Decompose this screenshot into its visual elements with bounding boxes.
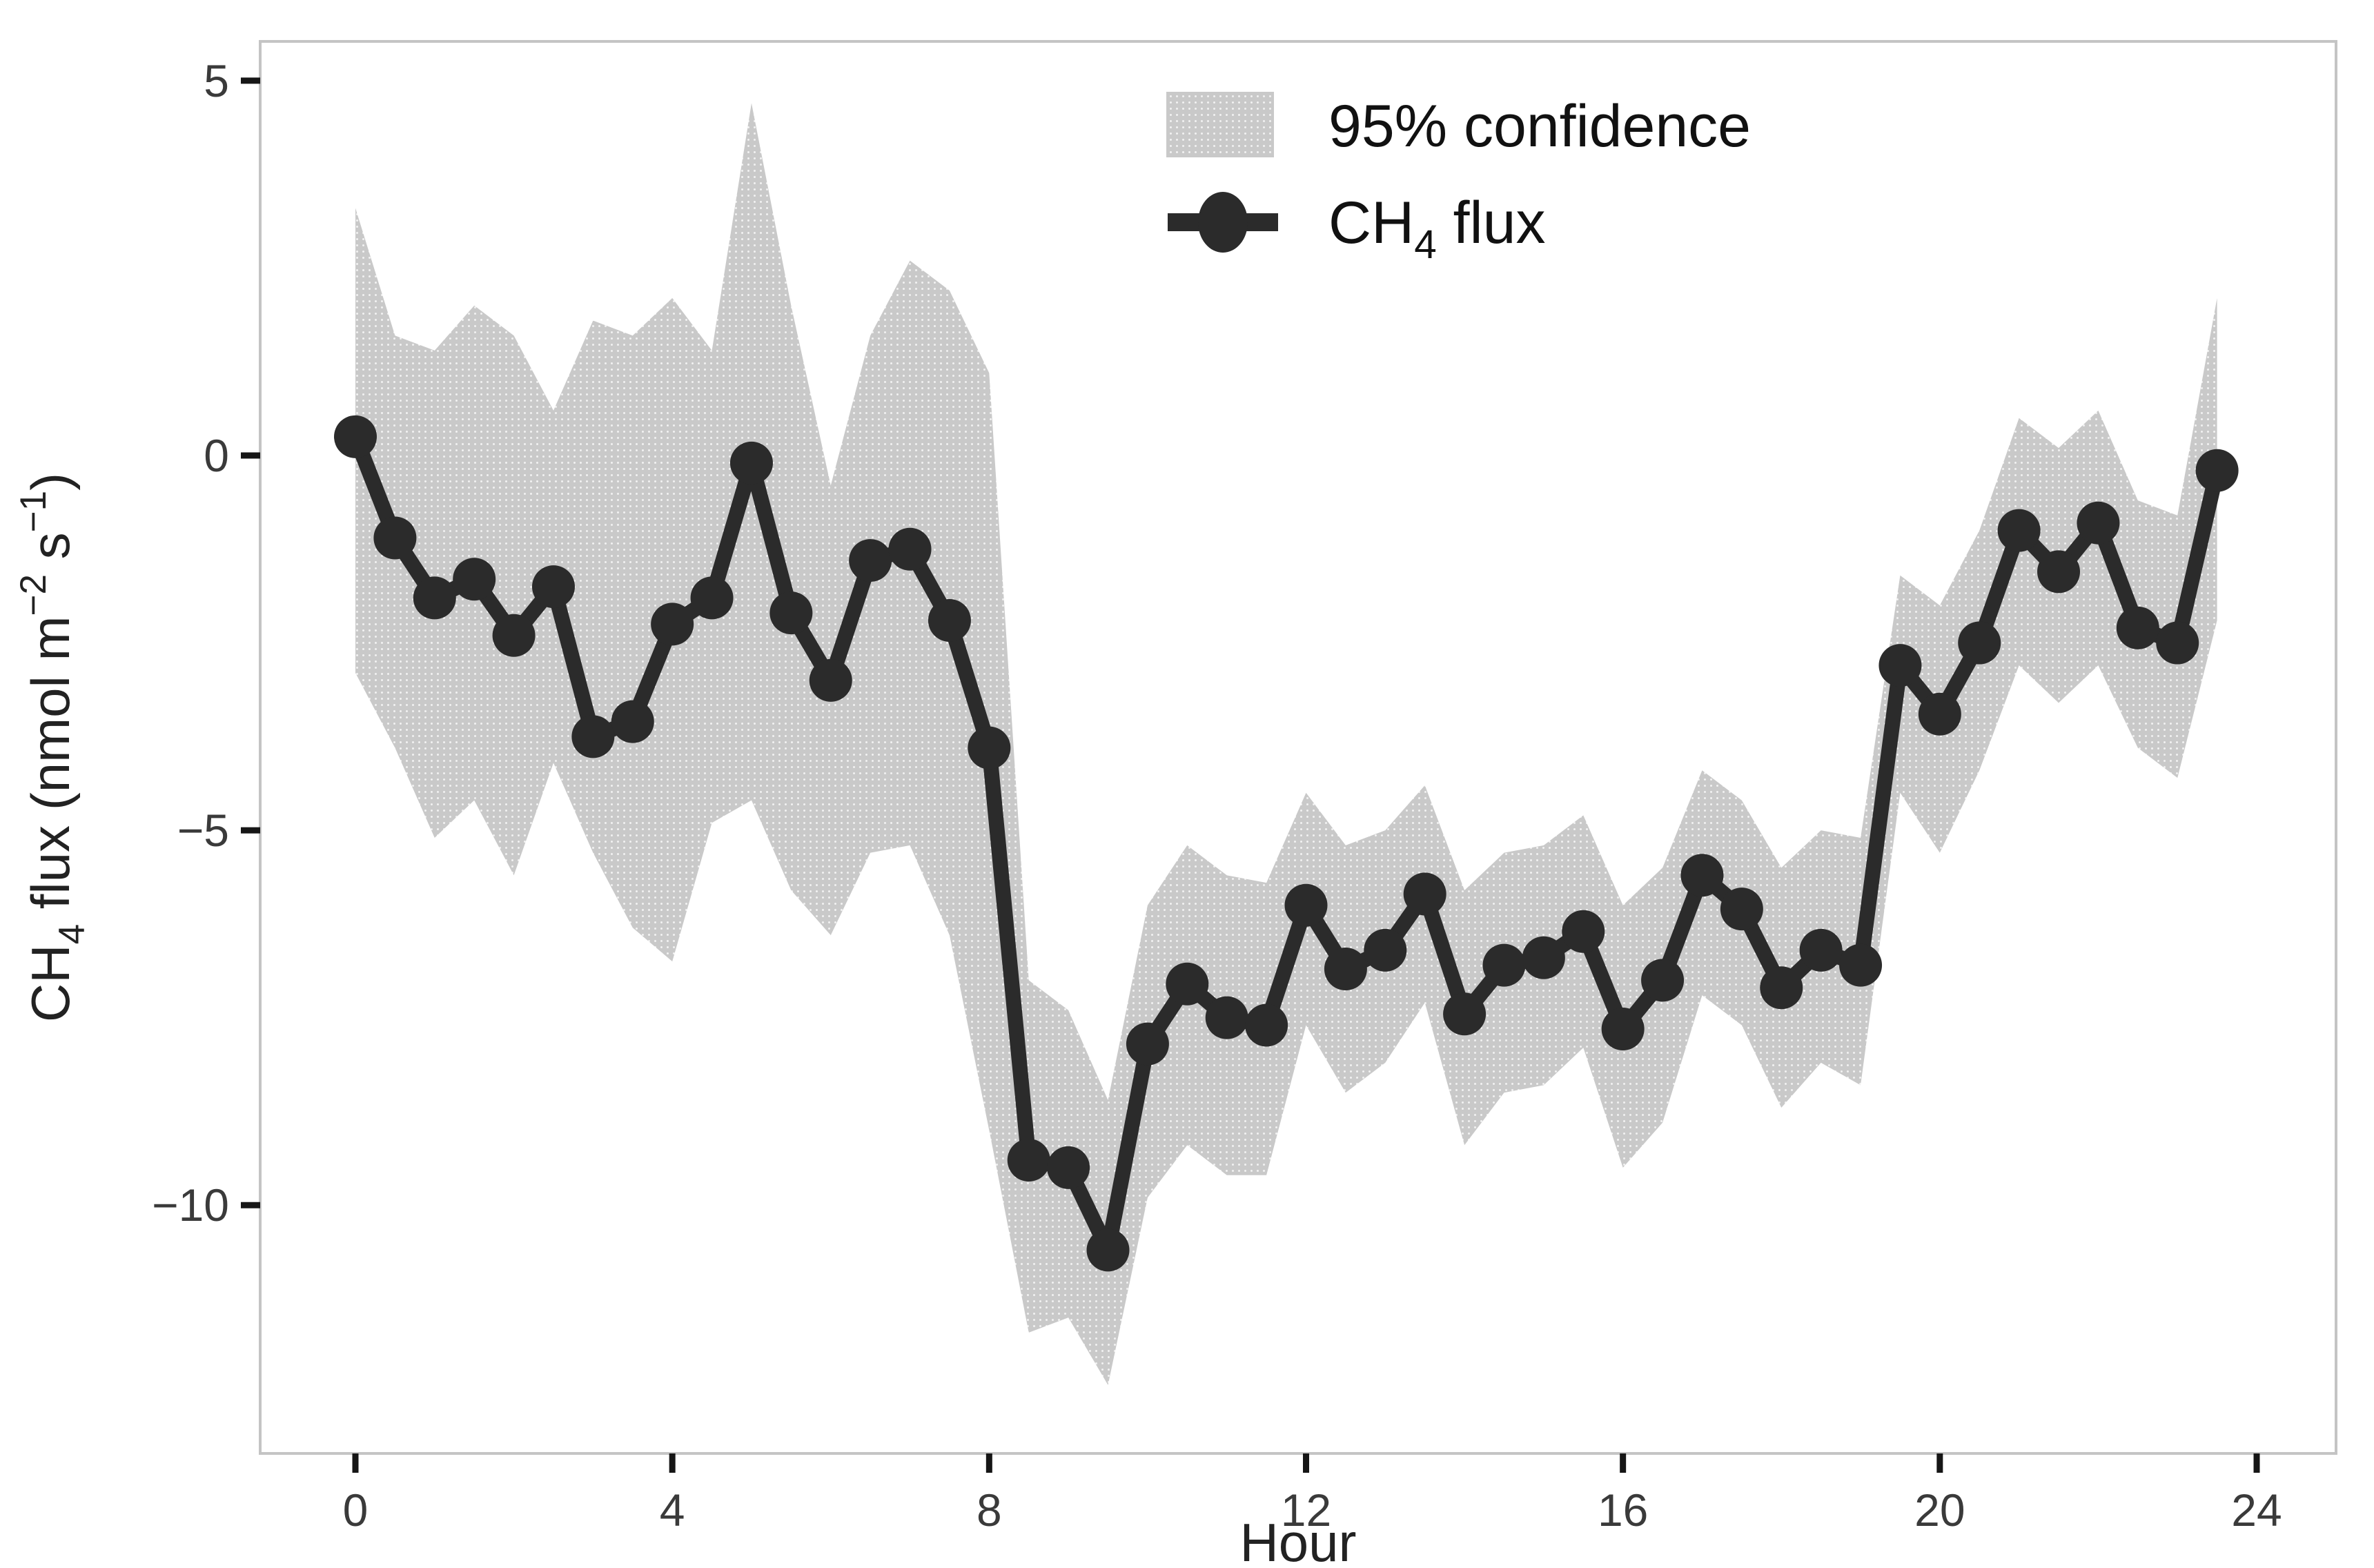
x-tick-label: 12: [1281, 1484, 1331, 1536]
data-point: [1245, 1003, 1288, 1047]
label-part: CH: [20, 944, 81, 1022]
label-sup-part: −2: [13, 574, 54, 616]
legend: 95% confidence CH4 flux: [1166, 92, 1751, 267]
x-tick-label: 8: [977, 1484, 1002, 1536]
data-point: [1205, 996, 1248, 1039]
data-point: [1958, 621, 2001, 665]
legend-point-marker: [1198, 192, 1248, 253]
data-point: [809, 658, 852, 702]
label-part: flux (nmol m: [20, 616, 81, 924]
data-point: [849, 539, 892, 582]
y-tick-label: 0: [204, 430, 229, 481]
y-axis-label: CH4 flux (nmol m−2 s−1): [13, 473, 92, 1022]
data-point: [1641, 959, 1685, 1002]
data-point: [1839, 943, 1883, 987]
x-tick-label: 4: [660, 1484, 685, 1536]
data-point: [1126, 1022, 1169, 1066]
data-point: [373, 516, 417, 560]
label-part: flux: [1437, 190, 1546, 256]
data-point: [769, 591, 813, 635]
data-point: [2116, 606, 2159, 649]
data-point: [1918, 692, 1961, 736]
axes-group: 0 4 8 12 16 20 24 5 0 −5 −10: [152, 55, 2282, 1536]
x-tick-label: 16: [1598, 1484, 1648, 1536]
data-point: [729, 441, 773, 484]
data-point: [531, 565, 575, 609]
data-point: [1284, 883, 1328, 927]
x-axis-label: Hour: [1239, 1512, 1356, 1568]
data-point: [2037, 550, 2081, 594]
label-sub-part: 4: [52, 924, 92, 945]
data-point: [651, 602, 694, 646]
label-part: ): [20, 473, 81, 491]
x-tick-label: 0: [343, 1484, 369, 1536]
data-point: [413, 576, 456, 620]
legend-flux-label: CH4 flux: [1328, 190, 1545, 267]
x-tick-label: 24: [2231, 1484, 2282, 1536]
y-tick-label: −5: [177, 805, 229, 856]
confidence-band: [355, 103, 2217, 1385]
data-point: [2077, 501, 2120, 545]
label-part: CH: [1328, 190, 1414, 256]
data-point: [1443, 992, 1487, 1036]
confidence-band-group: [355, 103, 2217, 1385]
data-point: [968, 726, 1011, 770]
data-point: [1522, 936, 1565, 979]
label-sub-part: 4: [1414, 222, 1437, 267]
data-point: [1601, 1007, 1645, 1050]
data-point: [1007, 1139, 1050, 1182]
y-tick-label: 5: [204, 55, 229, 106]
label-part: s: [20, 532, 81, 574]
legend-band-label: 95% confidence: [1328, 93, 1751, 159]
data-point: [1403, 872, 1446, 916]
data-point: [1166, 962, 1209, 1006]
data-point: [1364, 928, 1407, 972]
data-point: [611, 700, 654, 743]
data-point: [1562, 910, 1605, 953]
data-point: [1878, 644, 1922, 687]
data-point: [1047, 1146, 1090, 1189]
data-point: [1760, 966, 1803, 1010]
data-point: [453, 558, 496, 601]
data-point: [888, 527, 932, 571]
data-point: [690, 576, 734, 620]
legend-band-swatch: [1166, 92, 1274, 157]
data-point: [928, 598, 971, 642]
data-point: [1799, 928, 1843, 972]
data-point: [1482, 943, 1526, 987]
data-point: [1086, 1228, 1130, 1272]
y-tick-label: −10: [152, 1179, 229, 1231]
data-point: [1324, 948, 1367, 991]
data-point: [1720, 888, 1763, 931]
data-point: [571, 715, 615, 758]
x-tick-label: 20: [1914, 1484, 1965, 1536]
flux-series-group: [334, 415, 2239, 1272]
plot-border: [259, 40, 2337, 1455]
data-point: [492, 614, 536, 657]
label-sup-part: −1: [13, 491, 54, 532]
data-point: [2156, 621, 2199, 665]
data-point: [2195, 449, 2239, 492]
data-point: [1680, 854, 1724, 897]
plot-border-group: [259, 40, 2337, 1455]
data-point: [334, 415, 377, 458]
data-point: [1997, 509, 2041, 552]
